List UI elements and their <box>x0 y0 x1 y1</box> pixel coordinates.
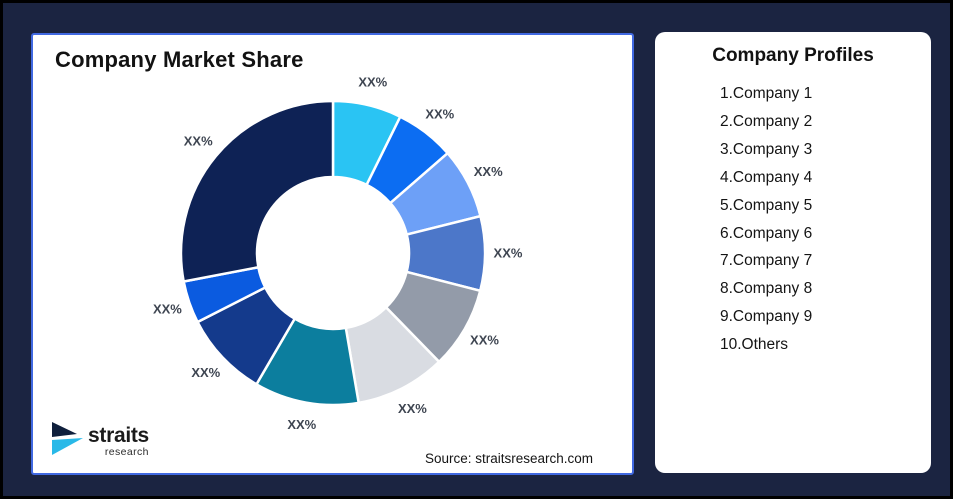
list-item: 8.Company 8 <box>720 280 813 298</box>
company-profiles-list: 1.Company 1 2.Company 2 3.Company 3 4.Co… <box>720 80 931 359</box>
list-item: 7.Company 7 <box>720 252 813 270</box>
donut-segment-2-label: XX% <box>425 106 454 121</box>
list-item: 6.Company 6 <box>720 224 813 242</box>
list-item: 10.Others <box>720 336 789 354</box>
company-profiles-card: Company Profiles 1.Company 1 2.Company 2… <box>655 32 931 473</box>
donut-segment-7-label: XX% <box>287 417 316 432</box>
logo-subtitle: research <box>104 446 149 458</box>
donut-segment-1-label: XX% <box>358 75 387 90</box>
logo-text: straits research <box>88 425 149 458</box>
donut-segment-6-label: XX% <box>398 401 427 416</box>
straits-logo-icon <box>52 422 83 455</box>
list-item: 3.Company 3 <box>720 140 813 158</box>
chart-title: Company Market Share <box>55 47 304 72</box>
logo-mark-top-triangle <box>52 422 77 437</box>
straits-research-logo: straits research <box>51 421 149 458</box>
list-item: 4.Company 4 <box>720 168 813 186</box>
donut-segment-9-label: XX% <box>153 302 182 317</box>
logo-brand: straits <box>88 424 149 447</box>
donut-segment-10 <box>179 99 335 283</box>
logo-mark-bottom-triangle <box>52 438 83 455</box>
donut-segment-3-label: XX% <box>474 164 503 179</box>
donut-segment-8-label: XX% <box>191 365 220 380</box>
list-item: 9.Company 9 <box>720 308 813 326</box>
donut-segment-4-label: XX% <box>494 246 523 261</box>
profiles-title: Company Profiles <box>712 45 874 66</box>
donut-segment-10-label: XX% <box>184 134 213 149</box>
market-share-donut: XX% XX% XX% XX% XX% XX% XX% XX% XX% XX% <box>153 75 523 433</box>
list-item: 1.Company 1 <box>720 85 813 102</box>
donut-segment-5-label: XX% <box>470 333 499 348</box>
list-item: 2.Company 2 <box>720 112 813 130</box>
source-attribution: Source: straitsresearch.com <box>424 451 594 466</box>
market-share-card: XX% XX% XX% XX% XX% XX% XX% XX% XX% XX% Company M… <box>31 33 634 475</box>
list-item: 5.Company 5 <box>720 196 813 214</box>
